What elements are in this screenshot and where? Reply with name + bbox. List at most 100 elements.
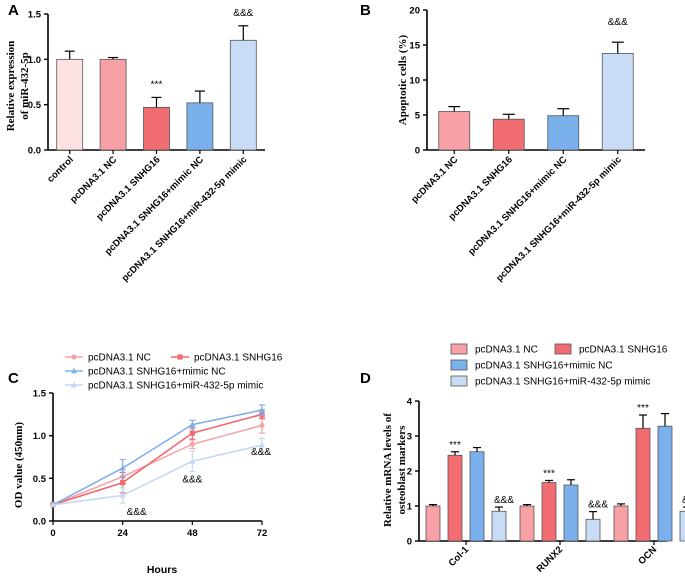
panel-d-category-label: Col-1: [447, 544, 472, 569]
panel-c-point: [120, 480, 126, 486]
panel-d-legend-label: pcDNA3.1 SNHG16: [579, 345, 668, 356]
panel-b-bar: [547, 115, 580, 151]
panel-a-bar: [56, 58, 84, 151]
panel-d-bar: [635, 427, 651, 542]
panel-a-chart: Relative expression of miR-432-5p 0.0 0.5…: [5, 8, 265, 284]
panel-c-x-tick-label: 0: [50, 528, 55, 539]
panel-a-y-tick-label: 0.0: [28, 146, 41, 157]
panel-c-legend-marker: [71, 354, 77, 360]
panel-d-annotation: &&&: [682, 495, 685, 506]
panel-c-point: [259, 441, 265, 448]
panel-d-chart: Relative mRNA levels of osteoblast marke…: [382, 343, 685, 575]
panel-letter-c: C: [8, 370, 19, 387]
panel-letter-d: D: [360, 370, 371, 387]
panel-b-category-label: pcDNA3.1 SNHG16+miR-432-5p mimic: [494, 154, 624, 284]
panel-c-annotation: &&&: [182, 475, 202, 486]
panel-c-point: [259, 422, 265, 429]
panel-c-point: [189, 441, 195, 447]
panel-letter-a: A: [8, 2, 19, 19]
panel-d-bar: [425, 505, 441, 542]
panel-d-annotation: &&&: [588, 500, 608, 511]
panel-b-bar: [601, 53, 634, 151]
panel-c-point: [189, 421, 196, 427]
panel-a-y-tick-label: 1.5: [28, 10, 42, 21]
panel-c-annotation: &&&: [127, 507, 147, 518]
panel-a-category-label: control: [45, 154, 76, 185]
panel-b-bar: [492, 118, 525, 151]
panel-a-annotation: &&&: [233, 8, 253, 19]
panel-c-legend-marker: [177, 354, 183, 360]
panel-b-y-tick-label: 0: [415, 146, 420, 157]
panel-d-legend-label: pcDNA3.1 NC: [475, 345, 538, 356]
panel-a-annotation: ***: [151, 79, 163, 90]
panel-b-bar: [438, 111, 471, 151]
panel-a-bar: [143, 106, 170, 151]
panel-d-legend-swatch: [554, 343, 572, 355]
panel-c-series-line: [52, 409, 263, 506]
panel-d-category-label: RUNX2: [535, 544, 566, 575]
panel-c-series-line: [52, 424, 263, 506]
panel-d-annotation: ***: [543, 468, 555, 479]
panel-d-legend-swatch: [450, 359, 468, 371]
panel-c-legend-label: pcDNA3.1 SNHG16: [194, 353, 283, 364]
panel-c-x-tick-label: 48: [187, 528, 198, 539]
panel-b-y-tick-label: 20: [409, 6, 420, 17]
panel-d-bar: [447, 454, 463, 542]
panel-d-y-tick-label: 3: [407, 432, 412, 443]
panel-d-bar: [541, 482, 557, 542]
panel-d-legend-swatch: [450, 343, 468, 355]
panel-c-annotation: &&&: [251, 447, 271, 458]
panel-a-bar: [229, 39, 257, 151]
panel-d-y-tick-label: 0: [407, 537, 412, 548]
panel-b-y-tick-label: 15: [409, 41, 420, 52]
panel-d-category-label: OCN: [636, 544, 659, 567]
panel-c-chart: OD value (450nm) Hours 0.0 0.5 1.0 1.5 0 24 48…: [13, 353, 283, 577]
panel-c-series-line: [52, 444, 263, 506]
panel-d-legend-label: pcDNA3.1 SNHG16+mimic NC: [475, 361, 613, 372]
panel-a-bar: [99, 58, 127, 151]
panel-d-ylabel-line1: Relative mRNA levels of: [382, 413, 394, 527]
panel-d-bar: [679, 510, 685, 542]
panel-d-legend-swatch: [450, 375, 468, 387]
panel-c-legend-label: pcDNA3.1 NC: [88, 353, 151, 364]
panel-d-legend-label: pcDNA3.1 SNHG16+miR-432-5p mimic: [475, 377, 650, 388]
panel-a-bar: [186, 102, 214, 151]
panel-d-y-tick-label: 1: [407, 502, 413, 513]
panel-d-annotation: &&&: [494, 495, 514, 506]
panel-letter-b: B: [360, 2, 371, 19]
panel-b-category-label: pcDNA3.1 NC: [409, 154, 460, 205]
panel-d-bar: [613, 505, 629, 542]
panel-b-category-label: pcDNA3.1 SNHG16+mimic NC: [466, 154, 569, 257]
panel-d-bar: [519, 505, 535, 542]
panel-c-point: [189, 430, 195, 436]
panel-b-y-tick-label: 5: [415, 111, 421, 122]
panel-c-ylabel: OD value (450nm): [13, 422, 25, 509]
panel-c-point: [50, 501, 56, 508]
panel-c-point: [259, 406, 265, 413]
panel-d-bar: [491, 510, 507, 542]
panel-d-bar: [657, 425, 673, 542]
panel-c-legend-label: pcDNA3.1 SNHG16+mimic NC: [88, 367, 226, 378]
panel-d-bar: [469, 451, 485, 542]
panel-c-legend-marker: [71, 381, 77, 388]
panel-c-legend-marker: [71, 367, 77, 374]
panel-d-annotation: ***: [637, 403, 649, 414]
panel-d-bar: [563, 484, 579, 542]
panel-b-y-tick-label: 10: [409, 76, 420, 87]
panel-a-y-tick-label: 0.5: [28, 100, 42, 111]
panel-d-y-tick-label: 4: [407, 397, 413, 408]
panel-c-x-tick-label: 72: [257, 528, 268, 539]
panel-c-x-tick-label: 24: [117, 528, 128, 539]
panel-d-annotation: ***: [449, 440, 461, 451]
panel-c-y-tick-label: 0.5: [33, 474, 47, 485]
panel-c-y-tick-label: 1.5: [33, 389, 47, 400]
panel-a-ylabel-line1: Relative expression: [5, 41, 17, 132]
panel-c-point: [189, 458, 196, 464]
panel-d-bar: [585, 518, 601, 542]
panel-d-y-tick-label: 2: [407, 467, 412, 478]
panel-d-ylabel-line2: osteoblast markers: [396, 425, 408, 515]
panel-c-point: [119, 464, 126, 471]
panel-b-annotation: &&&: [608, 17, 628, 28]
